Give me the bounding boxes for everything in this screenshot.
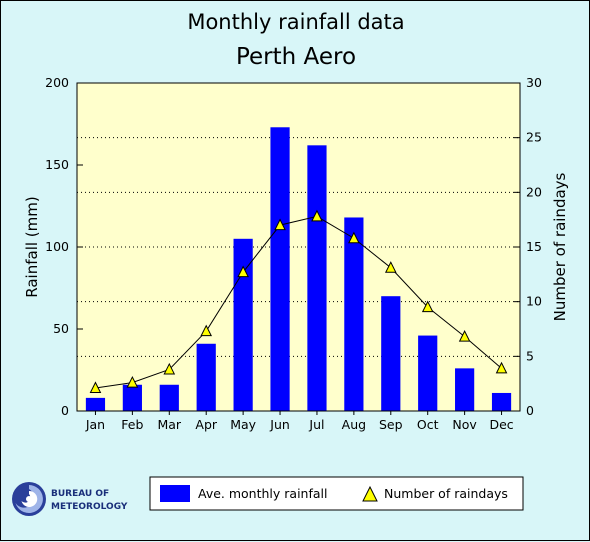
marker-aug (348, 231, 360, 244)
marker-jan (89, 381, 102, 394)
x-tick-label-may: May (230, 417, 256, 432)
marker-feb (126, 375, 139, 388)
bar-feb (122, 384, 142, 411)
marker-apr (200, 324, 213, 337)
y-axis-label-right: Number of raindays (551, 172, 569, 321)
legend-marker-label: Number of raindays (384, 486, 508, 501)
y-axis-label-left: Rainfall (mm) (23, 196, 41, 297)
marker-sep (384, 261, 397, 273)
x-tick-label-jun: Jun (269, 417, 290, 432)
x-tick-label-nov: Nov (452, 417, 477, 432)
y-tick-label-left-2: 100 (45, 239, 69, 254)
bars-group (85, 127, 512, 411)
plot-area (77, 83, 520, 411)
y-tick-label-right-0: 0 (526, 403, 534, 418)
y-tick-label-left-3: 150 (45, 157, 69, 172)
y-ticks-left: 0 50 100 150 200 (45, 75, 83, 418)
bar-sep (381, 296, 401, 411)
y-tick-label-right-1: 5 (526, 348, 534, 363)
bar-apr (196, 343, 216, 411)
logo-line2: METEOROLOGY (51, 502, 128, 512)
legend-box (149, 476, 524, 511)
y-tick-label-right-5: 25 (526, 130, 542, 145)
y-tick-label-right-6: 30 (526, 75, 542, 90)
bom-swirl-icon (12, 482, 46, 516)
x-tick-label-feb: Feb (121, 417, 143, 432)
marker-nov (458, 330, 471, 342)
bar-nov (455, 368, 475, 411)
bar-mar (159, 384, 179, 411)
marker-dec (495, 361, 508, 374)
x-tick-label-sep: Sep (379, 417, 403, 432)
legend-bar-swatch (160, 485, 190, 502)
bar-dec (491, 392, 512, 411)
bar-oct (418, 335, 438, 411)
bom-logo: BUREAU OF METEOROLOGY (12, 482, 128, 516)
chart-title: Monthly rainfall data (187, 10, 404, 34)
y-tick-label-left-4: 200 (45, 75, 69, 90)
legend-marker-swatch (362, 485, 378, 502)
chart-subtitle: Perth Aero (236, 44, 356, 70)
bar-aug (344, 217, 364, 411)
y-tick-label-right-2: 10 (526, 294, 542, 309)
marker-jul (311, 209, 323, 222)
raindays-line (95, 215, 502, 389)
marker-jun (274, 218, 286, 231)
x-tick-label-mar: Mar (157, 417, 181, 432)
y-tick-label-right-3: 15 (526, 239, 542, 254)
marker-may (237, 265, 249, 278)
marker-oct (421, 300, 434, 313)
x-tick-label-oct: Oct (417, 417, 439, 432)
logo-line1: BUREAU OF (51, 489, 109, 499)
bar-jan (85, 397, 106, 411)
x-tick-label-jan: Jan (85, 417, 105, 432)
legend: Ave. monthly rainfall Number of raindays (149, 476, 524, 511)
bar-jun (270, 127, 290, 411)
y-tick-label-right-4: 20 (526, 184, 542, 199)
x-tick-label-apr: Apr (195, 417, 217, 432)
markers-group (89, 209, 508, 394)
x-ticks: Jan Feb Mar Apr May Jun Jul Aug Sep Oct Nov Dec (85, 411, 514, 432)
x-tick-label-dec: Dec (489, 417, 513, 432)
y-tick-label-left-0: 0 (61, 403, 69, 418)
y-ticks-right: 0 5 10 15 20 25 30 (514, 75, 542, 418)
x-tick-label-jul: Jul (308, 417, 324, 432)
bar-may (233, 238, 253, 411)
marker-mar (163, 362, 176, 375)
y-tick-label-left-1: 50 (53, 321, 69, 336)
bar-jul (307, 145, 327, 411)
x-tick-label-aug: Aug (342, 417, 366, 432)
legend-bar-label: Ave. monthly rainfall (198, 486, 327, 501)
